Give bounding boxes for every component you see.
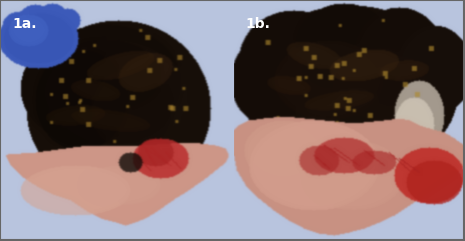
- Text: 1b.: 1b.: [245, 17, 270, 31]
- Text: 1a.: 1a.: [12, 17, 36, 31]
